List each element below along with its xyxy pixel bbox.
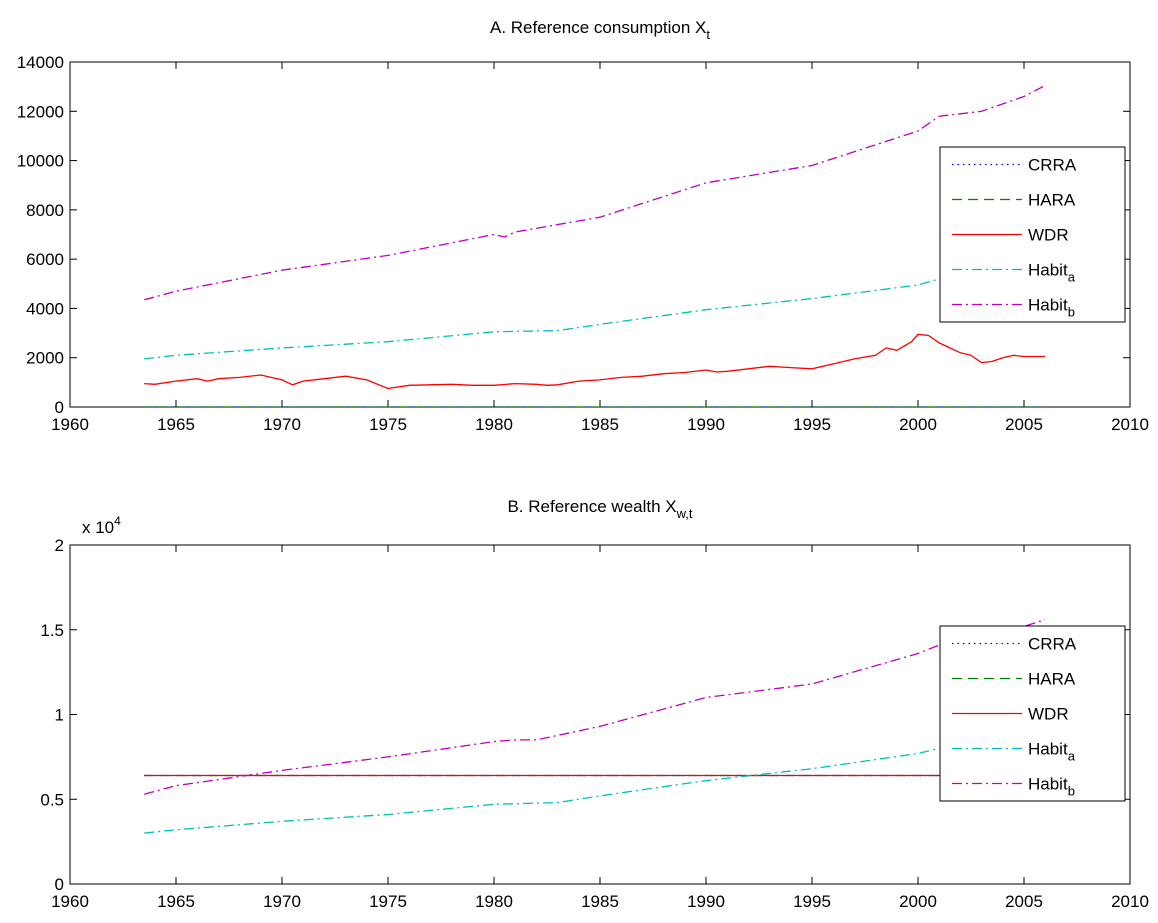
x-tick-label: 1985	[581, 415, 619, 434]
series-line-habit-a	[144, 747, 940, 834]
x-tick-label: 1960	[51, 415, 89, 434]
y-tick-label: 0	[55, 875, 64, 894]
x-tick-label: 1985	[581, 892, 619, 911]
x-tick-label: 1970	[263, 892, 301, 911]
x-tick-label: 2000	[899, 892, 937, 911]
x-tick-label: 2000	[899, 415, 937, 434]
series-line-wdr	[144, 333, 1046, 390]
x-tick-label: 1960	[51, 892, 89, 911]
y-tick-label: 2000	[26, 349, 64, 368]
series-line-habit-b	[144, 84, 1046, 301]
series-group	[144, 618, 1046, 834]
legend-label: WDR	[1028, 226, 1069, 245]
legend-label: Habita	[1028, 261, 1076, 285]
legend-label: CRRA	[1028, 635, 1077, 654]
series-group	[144, 84, 1046, 407]
x-tick-label: 1995	[793, 892, 831, 911]
x-tick-label: 2005	[1005, 415, 1043, 434]
panel-a: A. Reference consumption Xt 1960 1965 1970…	[17, 18, 1149, 434]
chart-title-b: B. Reference wealth Xw,t	[507, 497, 692, 521]
x-tick-label: 2010	[1111, 415, 1149, 434]
series-line-habit-b	[144, 618, 1046, 795]
x-tick-label: 1990	[687, 415, 725, 434]
series-line-habit-a	[144, 272, 951, 360]
y-tick-label: 8000	[26, 201, 64, 220]
chart-title-a: A. Reference consumption Xt	[490, 18, 710, 42]
x-tick-label: 1980	[475, 415, 513, 434]
panel-b: B. Reference wealth Xw,t x 104 1960 1965 1…	[40, 497, 1149, 911]
x-tick-label: 1980	[475, 892, 513, 911]
x-tick-label: 1970	[263, 415, 301, 434]
x-tick-label: 1965	[157, 892, 195, 911]
x-tick-label: 2010	[1111, 892, 1149, 911]
y-tick-label: 1	[55, 706, 64, 725]
x-tick-label: 2005	[1005, 892, 1043, 911]
x-tick-label: 1975	[369, 892, 407, 911]
y-tick-label: 10000	[17, 152, 64, 171]
y-tick-label: 14000	[17, 53, 64, 72]
x-tick-label: 1975	[369, 415, 407, 434]
legend-label: Habitb	[1028, 775, 1075, 799]
y-tick-label: 6000	[26, 250, 64, 269]
x-tick-label: 1965	[157, 415, 195, 434]
legend-label: Habita	[1028, 740, 1076, 764]
y-tick-label: 1.5	[40, 621, 64, 640]
y-tick-label: 0	[55, 398, 64, 417]
legend-label: HARA	[1028, 191, 1076, 210]
legend-label: CRRA	[1028, 156, 1077, 175]
y-tick-label: 2	[55, 536, 64, 555]
legend-label: HARA	[1028, 670, 1076, 689]
y-tick-label: 0.5	[40, 790, 64, 809]
legend-label: WDR	[1028, 705, 1069, 724]
x-tick-label: 1995	[793, 415, 831, 434]
y-tick-label: 12000	[17, 102, 64, 121]
x-tick-label: 1990	[687, 892, 725, 911]
y-exponent-label: x 104	[82, 514, 121, 537]
y-tick-label: 4000	[26, 299, 64, 318]
legend-label: Habitb	[1028, 296, 1075, 320]
